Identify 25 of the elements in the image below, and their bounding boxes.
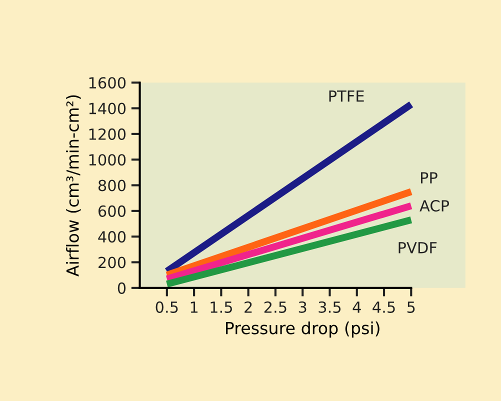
y-tick-label: 400 (98, 231, 126, 243)
x-tick-label: 2 (244, 301, 252, 313)
x-tick-label: 0.5 (156, 301, 178, 313)
series-label: PTFE (329, 90, 364, 102)
y-tick-label: 0 (118, 282, 126, 294)
y-axis-title: Airflow (cm³/min-cm²) (66, 95, 81, 276)
y-tick-label: 800 (98, 180, 126, 192)
x-tick-label: 5 (407, 302, 415, 313)
x-axis-title: Pressure drop (psi) (226, 321, 380, 338)
series-label: ACP (420, 200, 450, 212)
x-tick-label: 2.5 (264, 301, 286, 313)
x-tick-label: 1 (190, 302, 198, 313)
y-tick-label: 200 (98, 256, 126, 268)
x-tick-label: 3.5 (318, 301, 341, 313)
y-tick-label: 1200 (89, 128, 126, 140)
series-label: PP (420, 172, 438, 184)
x-tick-label: 4 (352, 302, 361, 313)
series-label: PVDF (398, 242, 437, 254)
x-tick-label: 4.5 (372, 302, 395, 313)
y-tick-label: 1600 (89, 77, 126, 89)
x-tick-label: 1.5 (210, 302, 232, 313)
y-tick-label: 600 (98, 205, 126, 217)
y-tick-label: 1400 (89, 102, 126, 114)
x-tick-label: 3 (298, 301, 306, 313)
y-tick-label: 1000 (89, 154, 126, 166)
